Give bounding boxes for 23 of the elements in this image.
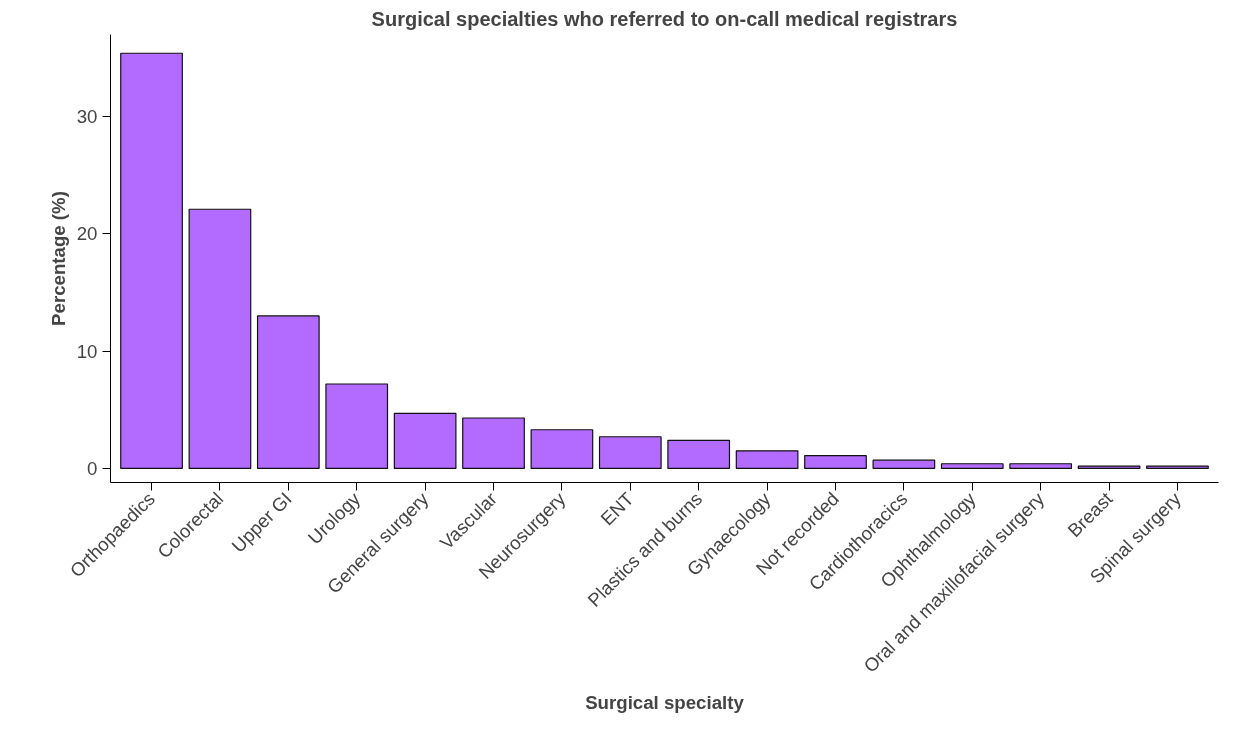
bar (462, 417, 525, 470)
y-tick-label: 10 (76, 340, 98, 362)
bar (804, 454, 867, 470)
bar (735, 450, 799, 470)
bar (393, 412, 457, 470)
bar (872, 459, 936, 470)
chart-title: Surgical specialties who referred to on-call medical registrars (371, 7, 958, 30)
bar (188, 208, 252, 470)
y-tick-label: 20 (76, 223, 98, 245)
y-tick-label: 30 (76, 106, 98, 128)
bar (1077, 465, 1141, 470)
bar (598, 436, 662, 470)
y-tick-label: 0 (87, 457, 98, 479)
y-axis-title: Percentage (%) (47, 191, 69, 326)
bar (256, 315, 320, 470)
bar (667, 439, 731, 470)
bar (1146, 465, 1209, 470)
bar (1009, 463, 1073, 470)
bar (120, 52, 183, 470)
bar (530, 429, 594, 470)
bar (940, 463, 1004, 470)
x-axis-title: Surgical specialty (585, 692, 745, 714)
bar (325, 383, 389, 470)
